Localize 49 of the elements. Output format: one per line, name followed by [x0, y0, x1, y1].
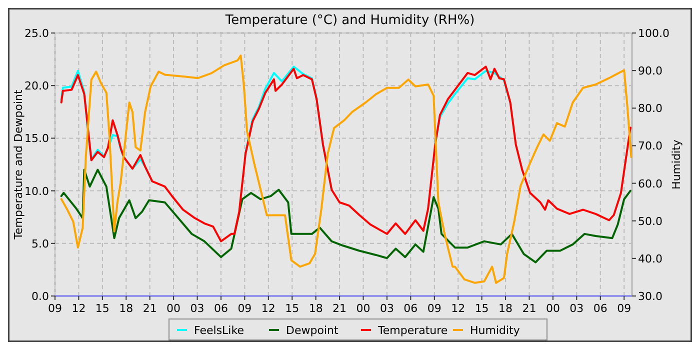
y2-tick-label: 60.0	[638, 177, 662, 190]
x-tick-label: 09	[48, 302, 62, 315]
x-tick-label: 03	[380, 302, 394, 315]
x-tick-label: 03	[190, 302, 204, 315]
legend-label: Dewpoint	[286, 324, 339, 337]
y2-tick-label: 90.0	[638, 64, 662, 78]
y-tick-label: 15.0	[24, 132, 49, 146]
line-series	[60, 66, 632, 242]
x-tick-label: 18	[119, 302, 134, 315]
x-tick-label: 06	[404, 302, 418, 315]
y2-tick-label: 50.0	[638, 214, 662, 228]
y2-tick-label: 40.0	[638, 252, 662, 266]
x-tick-label: 12	[261, 302, 276, 315]
x-tick-label: 21	[332, 302, 347, 315]
x-tick-label: 15	[285, 302, 300, 315]
x-tick-label: 12	[451, 302, 466, 315]
x-tick-label: 21	[142, 302, 157, 315]
y-tick-label: 5.0	[32, 237, 49, 250]
x-tick-label: 00	[166, 302, 181, 315]
y-tick-label: 25.0	[24, 27, 49, 40]
line-series	[60, 168, 632, 264]
chart-title: Temperature (°C) and Humidity (RH%)	[224, 13, 475, 28]
y-tick-label: 10.0	[24, 184, 49, 198]
x-tick-label: 06	[214, 302, 228, 315]
y-tick-label: 0.0	[32, 290, 49, 303]
line-series	[60, 54, 632, 284]
y2-tick-label: 70.0	[638, 140, 662, 153]
x-tick-label: 06	[593, 302, 608, 315]
y-axis-title: Temperature and Dewpoint	[12, 88, 25, 240]
x-tick-label: 00	[356, 302, 370, 315]
legend-label: Temperature	[377, 324, 448, 337]
x-tick-label: 00	[546, 302, 560, 315]
y2-tick-label: 30.0	[638, 290, 662, 303]
y2-tick-label: 80.0	[638, 102, 662, 116]
x-tick-label: 15	[474, 302, 489, 315]
x-tick-label: 12	[72, 302, 86, 315]
x-tick-label: 09	[427, 302, 442, 315]
x-tick-label: 18	[498, 302, 513, 315]
legend-label: Humidity	[470, 324, 520, 337]
y2-tick-label: 100.0	[638, 27, 670, 40]
y2-axis-title: Humidity	[670, 139, 683, 190]
y-tick-label: 20.0	[24, 80, 49, 93]
x-tick-label: 15	[95, 302, 110, 315]
x-tick-label: 09	[238, 302, 252, 315]
x-tick-label: 03	[570, 302, 584, 315]
x-tick-label: 09	[617, 302, 632, 315]
x-tick-label: 18	[308, 302, 323, 315]
legend-label: FeelsLike	[194, 324, 244, 337]
x-tick-label: 21	[522, 302, 536, 315]
